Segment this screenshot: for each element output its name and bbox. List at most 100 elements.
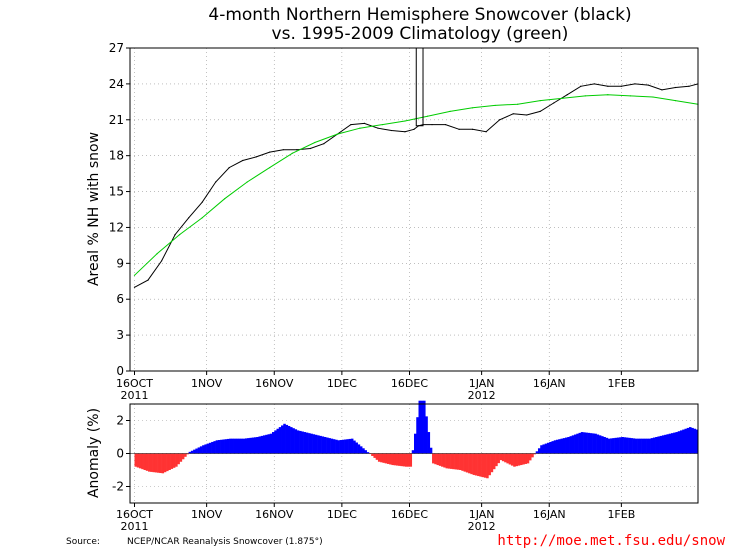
anomaly-bar [274,430,277,454]
anomaly-bar [560,438,564,454]
anomaly-bar [188,451,192,454]
anomaly-bar [159,453,162,474]
anomaly-bar [589,433,593,454]
anomaly-bar [526,453,530,464]
anomaly-bar [468,453,471,474]
anomaly-bar [562,438,566,454]
anomaly-bar [395,453,399,466]
y-tick-label: 27 [109,41,124,55]
climatology-point [629,95,631,97]
anomaly-bar [328,438,331,454]
anomaly-bar [567,437,570,454]
anomaly-bar [472,453,476,475]
climatology-point [472,107,474,109]
source-url-link[interactable]: http://moe.met.fsu.edu/snow [497,533,725,549]
anomaly-bar [571,435,575,454]
climatology-point [494,104,496,107]
anomaly-bar [553,440,557,454]
climatology-point [449,110,451,113]
anomaly-x-tick-label: 16JAN [533,508,566,521]
anomaly-bar [625,437,629,454]
anomaly-bar [632,438,636,454]
anomaly-bar [184,453,187,457]
anomaly-bar [260,435,264,454]
anomaly-bar [238,438,241,454]
anomaly-bar [461,453,464,471]
anomaly-bar [377,453,381,462]
anomaly-bar [265,434,268,454]
anomaly-bar [258,436,262,454]
anomaly-bar [382,453,385,463]
anomaly-bar [141,453,144,470]
anomaly-bar [206,443,210,454]
anomaly-bar [659,435,663,454]
anomaly-bar [551,441,555,454]
anomaly-bar [330,438,334,454]
anomaly-bar [423,400,426,454]
y-tick-label: 6 [116,292,124,306]
observed-point [485,131,487,133]
anomaly-bar [524,453,527,464]
anomaly-bar [695,429,699,454]
anomaly-bar [272,432,275,454]
anomaly-bar [432,453,435,464]
anomaly-bar [420,400,424,454]
anomaly-bar [605,437,609,454]
observed-point [269,151,271,153]
climatology-point [314,141,316,144]
climatology-point [539,100,541,102]
observed-point [620,85,622,87]
x-tick-label: 16JAN [533,377,566,390]
climatology-point [269,167,271,169]
anomaly-bar [657,436,660,454]
anomaly-bar [339,440,343,454]
anomaly-bar [583,432,586,454]
anomaly-bar [515,453,518,467]
footer: Source: NCEP/NCAR Reanalysis Snowcover (… [66,533,726,549]
observed-point [431,123,433,126]
anomaly-bar [691,427,694,454]
observed-point [296,149,298,151]
anomaly-bar [684,428,688,454]
anomaly-bar [558,439,561,454]
anomaly-bar [166,453,169,472]
anomaly-y-axis-label: Anomaly (%) [86,408,102,498]
anomaly-bar [384,453,388,464]
anomaly-bar [253,437,257,454]
anomaly-bar [492,453,496,470]
anomaly-bar [510,453,514,466]
anomaly-bar [240,438,243,454]
anomaly-bar [357,444,361,454]
observed-point [472,128,474,130]
observed-point [634,83,636,85]
anomaly-bar [314,434,318,454]
anomaly-bar [688,427,692,454]
anomaly-bar [612,438,615,454]
anomaly-bar [506,453,509,464]
anomaly-bar [355,442,358,454]
climatology-point [426,115,429,117]
anomaly-bar [362,448,365,454]
anomaly-bar [179,453,183,462]
x-tick-label: 1DEC [327,377,357,390]
observed-point [593,83,595,85]
anomaly-x-tick-label: 16DEC [391,508,428,521]
anomaly-bar [673,432,676,454]
observed-point [512,113,514,115]
observed-point [377,127,379,129]
anomaly-bar [535,451,539,454]
anomaly-bar [666,434,669,454]
observed-point [526,114,528,116]
anomaly-bar [664,434,667,454]
anomaly-bar [217,440,221,454]
anomaly-bar [477,453,480,477]
anomaly-bar [661,435,665,454]
anomaly-bar [434,453,437,465]
anomaly-bar [204,444,207,454]
anomaly-bar [332,439,336,454]
anomaly-bar [299,430,302,454]
anomaly-bar [199,446,203,454]
anomaly-bar [650,438,654,454]
source-label: Source: [66,537,100,547]
